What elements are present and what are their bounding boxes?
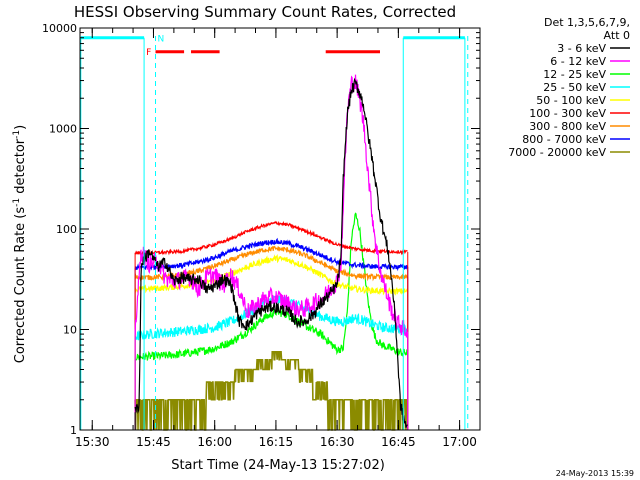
legend-header-line-2: Att 0 bbox=[604, 29, 630, 42]
legend-label: 25 - 50 keV bbox=[543, 81, 606, 94]
timestamp: 24-May-2013 15:39 bbox=[556, 469, 634, 478]
y-tick-label: 10 bbox=[63, 324, 77, 337]
y-tick-label: 100 bbox=[56, 223, 77, 236]
y-axis-label-main: Corrected Count Rate (s bbox=[13, 207, 28, 364]
legend-label: 300 - 800 keV bbox=[529, 120, 606, 133]
series-line-12-25-kev bbox=[134, 212, 408, 361]
x-axis-label: Start Time (24-May-13 15:27:02) bbox=[171, 458, 385, 473]
x-tick-label: 16:30 bbox=[320, 435, 355, 449]
axes: 1 10 100 1000 10000 15:30 15:45 16:00 16:15 16:30… bbox=[42, 22, 481, 449]
y-axis-label-sup1: -1 bbox=[12, 198, 22, 207]
legend-label: 50 - 100 keV bbox=[536, 94, 606, 107]
x-tick-label: 16:00 bbox=[197, 435, 232, 449]
flare-flag-label: F bbox=[146, 48, 151, 58]
series-line-3-6-kev bbox=[134, 77, 408, 428]
series-line-50-100-kev bbox=[134, 254, 409, 296]
legend-label: 100 - 300 keV bbox=[529, 107, 606, 120]
plot-area: NF bbox=[80, 35, 469, 431]
x-tick-label: 16:15 bbox=[259, 435, 294, 449]
legend-label: 12 - 25 keV bbox=[543, 68, 606, 81]
night-flag-label: N bbox=[158, 35, 165, 45]
x-tick-label: 17:00 bbox=[442, 435, 477, 449]
series-line-100-300-kev bbox=[134, 220, 408, 256]
legend-label: 800 - 7000 keV bbox=[522, 133, 606, 146]
x-tick-label: 15:45 bbox=[136, 435, 171, 449]
series-line-6-12-kev bbox=[134, 74, 409, 338]
series-line-25-50-kev bbox=[134, 294, 409, 341]
legend-label: 7000 - 20000 keV bbox=[508, 146, 606, 159]
legend-label: 6 - 12 keV bbox=[550, 55, 606, 68]
y-axis-label-end: ) bbox=[13, 125, 28, 130]
y-axis-label-mid: detector bbox=[13, 138, 28, 198]
legend-header-line-1: Det 1,3,5,6,7,9, bbox=[544, 16, 630, 29]
series-line-800-7000-kev bbox=[134, 237, 409, 272]
y-axis-label: Corrected Count Rate (s-1 detector-1) bbox=[12, 125, 28, 363]
chart-title: HESSI Observing Summary Count Rates, Cor… bbox=[74, 3, 456, 21]
y-axis-label-sup2: -1 bbox=[12, 130, 22, 139]
x-tick-label: 16:45 bbox=[381, 435, 416, 449]
x-tick-label: 15:30 bbox=[75, 435, 110, 449]
series-line-7000-20000-kev bbox=[134, 351, 408, 431]
y-tick-label: 10000 bbox=[42, 22, 77, 35]
legend-label: 3 - 6 keV bbox=[557, 42, 606, 55]
y-tick-label: 1000 bbox=[49, 123, 77, 136]
y-tick-label: 1 bbox=[70, 424, 77, 437]
